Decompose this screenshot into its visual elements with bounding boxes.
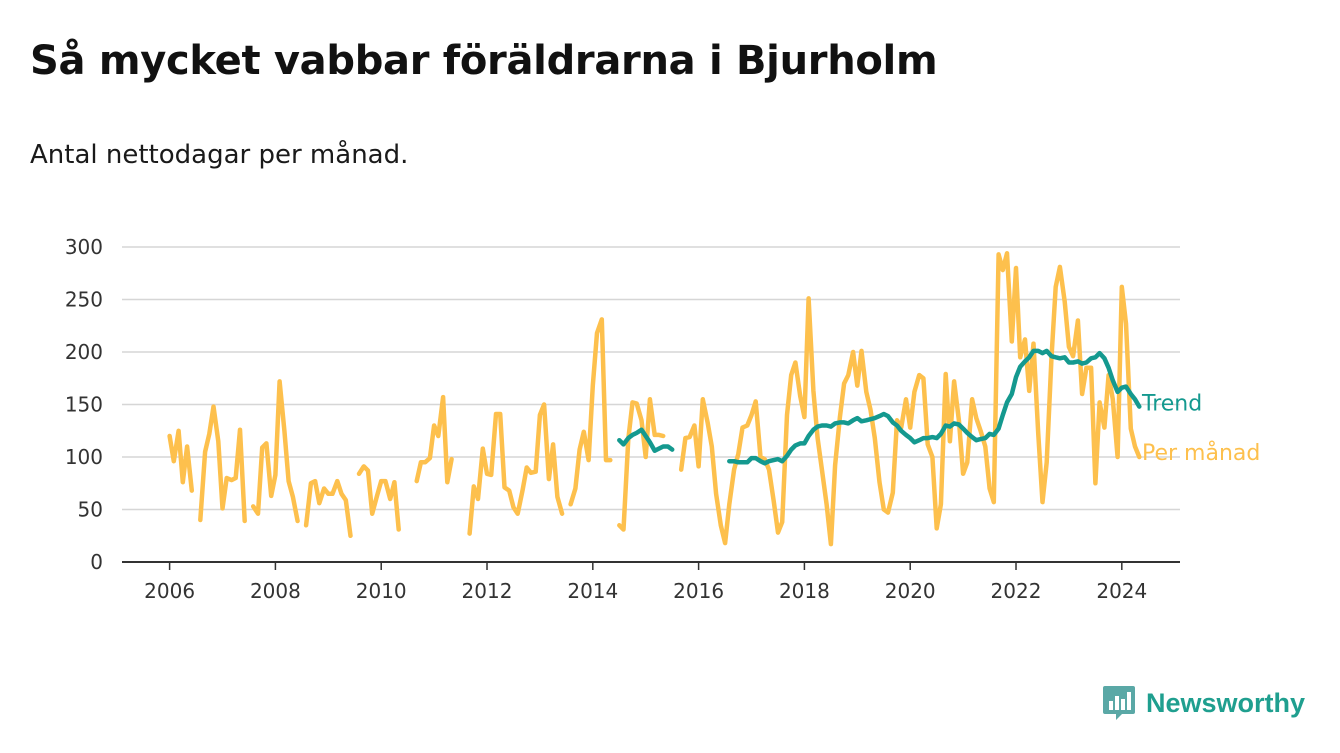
x-tick-label: 2010: [356, 579, 407, 603]
x-axis: 0 50 100 150 200 250 300 2006 2008 2010 2012 2014 20…: [65, 235, 1180, 603]
x-tick-label: 2018: [779, 579, 830, 603]
y-tick-label: 0: [90, 550, 103, 574]
x-tick-label: 2020: [885, 579, 936, 603]
newsworthy-logo: Newsworthy: [1102, 684, 1305, 722]
y-tick-label: 250: [65, 288, 103, 312]
series-line-per-manad: [167, 428, 195, 493]
x-tick-label: 2022: [991, 579, 1042, 603]
x-tick-label: 2016: [673, 579, 724, 603]
series: [167, 251, 1142, 547]
series-line-per-manad: [414, 394, 454, 485]
series-line-per-manad: [568, 317, 613, 507]
series-line-per-manad: [198, 404, 247, 524]
series-line-per-manad: [678, 251, 1142, 547]
x-tick-label: 2024: [1096, 579, 1147, 603]
y-tick-label: 150: [65, 393, 103, 417]
grid: [122, 246, 1180, 511]
y-tick-label: 50: [78, 498, 103, 522]
series-line-per-manad: [356, 464, 401, 532]
series-line-per-manad: [467, 402, 565, 536]
x-tick-label: 2006: [144, 579, 195, 603]
series-line-trend: [617, 427, 675, 453]
series-line-per-manad: [617, 397, 666, 532]
y-tick-label: 300: [65, 235, 103, 259]
brand-name: Newsworthy: [1146, 687, 1306, 718]
series-labels: Trend Per månad: [1141, 392, 1260, 466]
x-tick-label: 2012: [462, 579, 513, 603]
series-line-trend: [727, 348, 1142, 466]
x-tick-label: 2014: [567, 579, 618, 603]
bar-chart-speech-bubble-icon: [1103, 686, 1135, 720]
y-tick-label: 100: [65, 445, 103, 469]
series-line-per-manad: [303, 478, 353, 539]
series-line-per-manad: [250, 379, 300, 524]
x-tick-label: 2008: [250, 579, 301, 603]
chart-title: Så mycket vabbar föräldrarna i Bjurholm: [30, 38, 938, 84]
y-tick-label: 200: [65, 340, 103, 364]
series-label-per-manad: Per månad: [1142, 440, 1260, 466]
series-label-trend: Trend: [1141, 392, 1202, 417]
chart-subtitle: Antal nettodagar per månad.: [30, 140, 409, 170]
